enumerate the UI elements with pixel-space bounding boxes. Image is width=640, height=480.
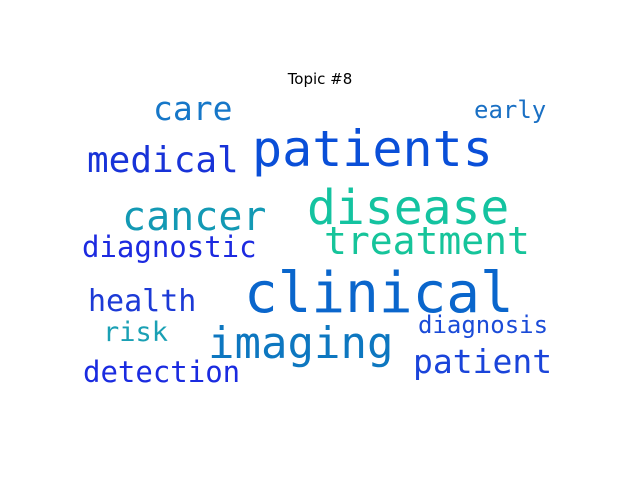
word-patient: patient — [413, 342, 552, 381]
word-diagnostic: diagnostic — [82, 230, 257, 264]
word-detection: detection — [83, 355, 240, 389]
word-risk: risk — [103, 317, 168, 348]
word-patients: patients — [252, 120, 493, 178]
word-treatment: treatment — [324, 219, 530, 263]
word-diagnosis: diagnosis — [418, 311, 548, 339]
word-imaging: imaging — [208, 318, 393, 369]
word-disease: disease — [307, 180, 509, 236]
word-care: care — [153, 89, 232, 128]
word-clinical: clinical — [244, 261, 514, 326]
word-cancer: cancer — [122, 194, 267, 240]
chart-title: Topic #8 — [287, 70, 353, 88]
word-early: early — [474, 96, 546, 124]
word-health: health — [88, 284, 196, 319]
word-medical: medical — [87, 140, 239, 181]
